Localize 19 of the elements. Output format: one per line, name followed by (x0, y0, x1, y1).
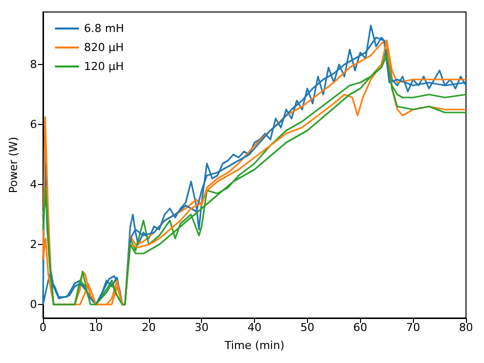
x-tick-label: 70 (406, 321, 420, 334)
x-tick-label: 50 (300, 321, 314, 334)
x-axis-title: Time (min) (224, 339, 284, 352)
y-tick-label: 8 (30, 58, 37, 71)
x-tick-label: 10 (88, 321, 103, 334)
x-tick-label: 60 (353, 321, 368, 334)
x-tick-label: 20 (142, 321, 156, 334)
y-tick-label: 6 (30, 118, 37, 131)
y-tick-label: 2 (30, 238, 37, 251)
x-tick-label: 0 (40, 321, 46, 334)
y-tick-label: 0 (30, 298, 37, 311)
x-tick-label: 30 (194, 321, 209, 334)
y-tick-label: 4 (30, 178, 37, 191)
y-axis-title: Power (W) (7, 136, 20, 194)
legend-label: 120 μH (84, 60, 124, 73)
x-tick-label: 80 (459, 321, 473, 334)
legend-label: 820 μH (84, 41, 124, 54)
legend-label: 6.8 mH (84, 22, 124, 35)
x-tick-label: 40 (248, 321, 262, 334)
